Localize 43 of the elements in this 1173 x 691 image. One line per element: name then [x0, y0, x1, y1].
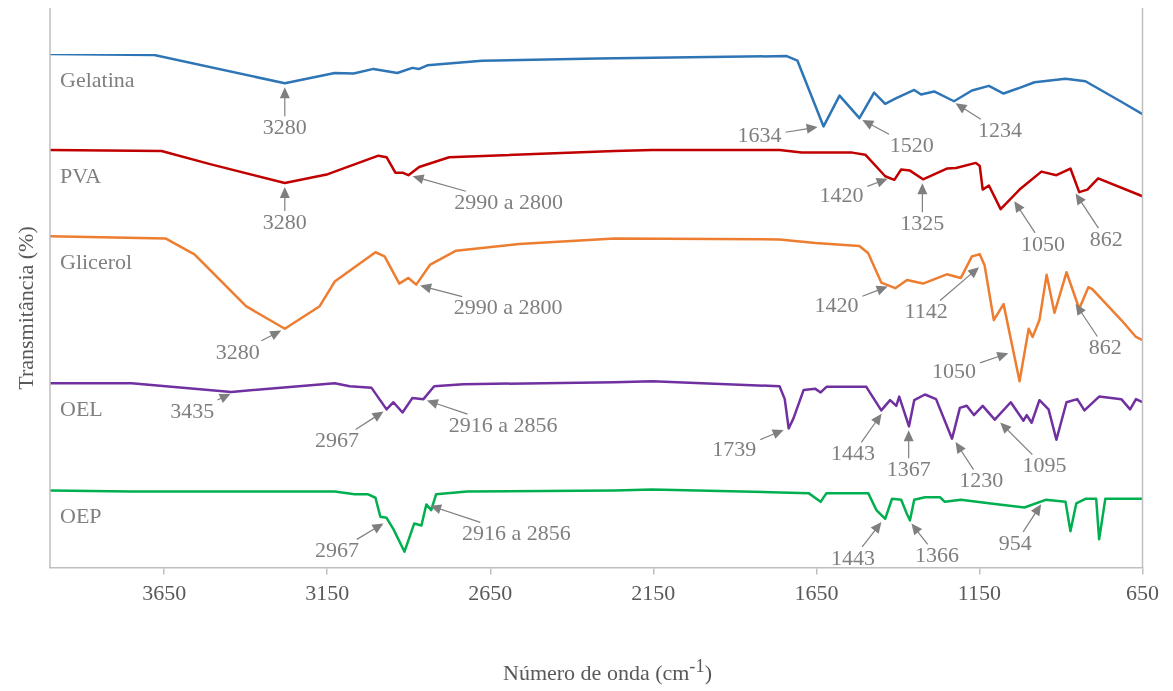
annotation: 1095 [1022, 452, 1067, 478]
annotation: 1142 [904, 298, 948, 324]
x-tick-label: 3150 [305, 579, 350, 605]
annotation: 1443 [830, 440, 875, 466]
annotation: 1367 [886, 456, 931, 482]
x-tick-label: 3650 [142, 579, 187, 605]
annotation: 1739 [712, 436, 757, 462]
annotation: 862 [1089, 225, 1123, 251]
x-tick-label: 650 [1126, 579, 1159, 605]
series-label: OEL [60, 396, 103, 421]
x-tick-label: 2150 [631, 579, 676, 605]
annotation: 2990 a 2800 [454, 188, 564, 214]
annotation: 954 [998, 529, 1032, 555]
annotation: 1050 [1021, 230, 1066, 256]
annotation: 3280 [215, 338, 260, 364]
series-label: Glicerol [60, 249, 133, 275]
annotation: 1325 [900, 210, 945, 236]
annotation: 3280 [262, 114, 307, 140]
x-axis-title: Número de onda (cm$^{-1}$) [502, 656, 713, 687]
annotation: 2967 [314, 537, 359, 563]
annotation: 1366 [915, 542, 959, 568]
annotation: 1443 [830, 544, 875, 570]
annotation: 1050 [932, 357, 977, 383]
series-label: Gelatina [60, 66, 135, 92]
annotation: 3280 [262, 208, 307, 234]
annotation: 1420 [814, 291, 859, 317]
series-label: PVA [60, 162, 102, 188]
annotation: 1234 [978, 117, 1023, 143]
x-tick-label: 1650 [794, 579, 839, 605]
annotation: 1420 [819, 182, 864, 208]
annotation: 1634 [737, 122, 782, 148]
annotation: 2967 [314, 427, 359, 453]
annotation: 1520 [889, 131, 934, 157]
annotation: 3435 [170, 397, 215, 423]
series-label: OEP [60, 503, 102, 529]
annotation: 2916 a 2856 [448, 411, 558, 437]
annotation: 862 [1088, 334, 1122, 360]
annotation: 1230 [959, 467, 1004, 493]
annotation: 2916 a 2856 [461, 520, 571, 546]
annotation: 2990 a 2800 [453, 294, 563, 320]
y-axis-title: Transmitância (%) [13, 226, 39, 390]
x-tick-label: 1150 [957, 579, 1002, 605]
x-tick-label: 2650 [468, 579, 513, 605]
